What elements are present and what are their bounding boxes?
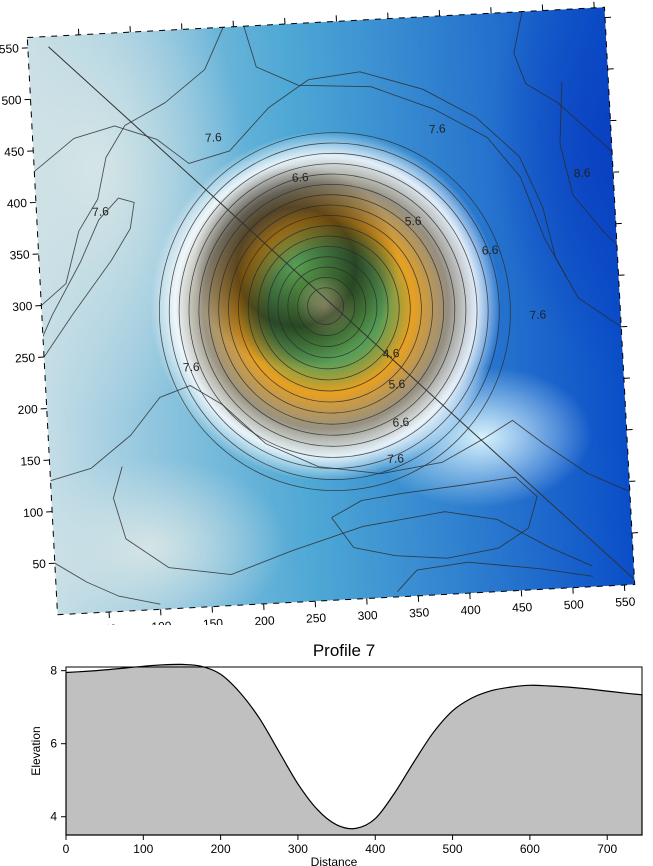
- contour-ring: [168, 142, 500, 480]
- contour-line: [42, 197, 135, 358]
- contour-ring: [208, 183, 456, 436]
- contour-ring: [228, 204, 433, 414]
- x-tick-label: 200: [254, 613, 275, 625]
- profile-title: Profile 7: [313, 641, 375, 660]
- contour-ring: [297, 277, 356, 336]
- profile-frame: [65, 666, 643, 836]
- x-tick-label: 550: [615, 594, 636, 609]
- contour-label: 6.6: [392, 415, 410, 430]
- contour-ring: [188, 163, 478, 458]
- profile-x-tick-label: 200: [211, 842, 231, 856]
- profile-x-tick-label: 700: [597, 842, 617, 856]
- contour-ring: [218, 194, 445, 425]
- contour-ring: [267, 245, 389, 370]
- profile-y-axis: 4 6 8: [50, 664, 66, 824]
- x-tick-label: 300: [357, 608, 378, 623]
- contour-label: 5.6: [388, 377, 406, 392]
- y-tick-label: 150: [20, 454, 41, 469]
- contour-line: [513, 11, 613, 152]
- contour-line: [41, 27, 224, 306]
- contour-ring: [178, 152, 489, 469]
- contour-line: [112, 466, 593, 576]
- contour-ring: [307, 287, 344, 325]
- y-tick-label: 350: [9, 247, 30, 262]
- contour-ring: [158, 132, 511, 492]
- contour-ring: [277, 256, 378, 359]
- contour-label: 7.6: [92, 204, 110, 219]
- contour-lines: [34, 11, 631, 605]
- profile-y-tick-label: 6: [50, 737, 57, 751]
- contour-line: [397, 561, 594, 593]
- contour-line: [331, 476, 538, 559]
- contour-plot-area: 7.67.67.68.66.65.66.67.67.64.65.66.67.6 …: [0, 1, 639, 625]
- map-frame: [26, 6, 636, 616]
- contour-ring: [287, 266, 367, 348]
- y-tick-label: 100: [23, 505, 44, 520]
- contour-line: [559, 81, 618, 245]
- contour-label: 4.6: [382, 346, 400, 361]
- contour-label: 7.6: [205, 130, 223, 145]
- y-tick-label: 400: [7, 196, 28, 211]
- contour-label: 6.6: [481, 243, 499, 258]
- pale-region-south: [27, 457, 287, 615]
- x-tick-label: 50: [103, 622, 117, 625]
- contour-label: 7.6: [429, 121, 447, 136]
- profile-area: [65, 663, 643, 836]
- profile-x-label: Distance: [311, 855, 358, 866]
- contour-label: 6.6: [292, 170, 310, 185]
- profile-x-tick-label: 0: [63, 842, 70, 856]
- profile-x-tick-label: 400: [365, 842, 385, 856]
- profile-x-axis: 0 100 200 300 400 500 600 700: [63, 835, 618, 856]
- profile-y-tick-label: 4: [50, 810, 57, 824]
- x-tick-label: 100: [151, 619, 172, 625]
- contour-ring: [198, 173, 467, 447]
- profile-x-tick-label: 100: [133, 842, 153, 856]
- y-tick-label: 50: [32, 557, 46, 572]
- contour-label: 7.6: [183, 360, 201, 375]
- contour-line: [50, 385, 631, 493]
- y-tick-label: 550: [0, 41, 20, 56]
- contour-line: [243, 26, 568, 279]
- x-tick-label: 150: [203, 616, 224, 625]
- y-tick-label: 500: [1, 93, 22, 108]
- contour-line: [34, 71, 622, 328]
- contour-line: [54, 562, 161, 605]
- contour-map: 7.67.67.68.66.65.66.67.67.64.65.66.67.6 …: [0, 1, 639, 625]
- x-tick-label: 500: [563, 597, 584, 612]
- profile-x-tick-label: 300: [288, 842, 308, 856]
- x-tick-label: 450: [512, 600, 533, 615]
- contour-ring: [257, 235, 400, 381]
- contour-ring: [247, 225, 411, 392]
- y-tick-label: 450: [4, 144, 25, 159]
- profile-x-tick-label: 500: [443, 842, 463, 856]
- contour-ring: [238, 214, 422, 403]
- contour-label: 7.6: [529, 307, 547, 322]
- profile-y-label: Elevation: [29, 726, 43, 775]
- contour-label: 8.6: [573, 166, 591, 181]
- y-tick-label: 300: [12, 299, 33, 314]
- profile-line: [48, 46, 635, 580]
- profile-chart: Profile 7 0 100 200 300 400 500 600 700 4 6 8 Dis…: [29, 641, 643, 866]
- x-tick-label: 250: [306, 611, 327, 625]
- x-tick-label: 350: [409, 605, 430, 620]
- contour-label: 7.6: [387, 451, 405, 466]
- x-axis: 50 100 150 200 250 300 350 400 450 500 550: [77, 1, 636, 625]
- profile-y-tick-label: 8: [50, 664, 57, 678]
- x-tick-label: 400: [460, 603, 481, 618]
- y-tick-label: 200: [17, 402, 38, 417]
- y-axis: 50 100 150 200 250 300 350 400 450 500 550: [0, 16, 639, 572]
- y-tick-label: 250: [15, 351, 36, 366]
- profile-x-tick-label: 600: [520, 842, 540, 856]
- contour-label: 5.6: [404, 214, 422, 229]
